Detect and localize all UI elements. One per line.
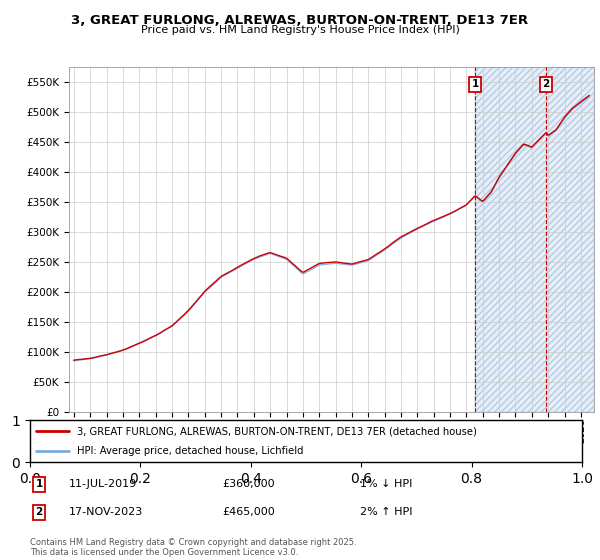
Text: 2: 2 — [35, 507, 43, 517]
Text: 3, GREAT FURLONG, ALREWAS, BURTON-ON-TRENT, DE13 7ER: 3, GREAT FURLONG, ALREWAS, BURTON-ON-TRE… — [71, 14, 529, 27]
Bar — [475, 67, 594, 412]
Text: £465,000: £465,000 — [222, 507, 275, 517]
Text: 3, GREAT FURLONG, ALREWAS, BURTON-ON-TRENT, DE13 7ER (detached house): 3, GREAT FURLONG, ALREWAS, BURTON-ON-TRE… — [77, 426, 477, 436]
Text: Contains HM Land Registry data © Crown copyright and database right 2025.
This d: Contains HM Land Registry data © Crown c… — [30, 538, 356, 557]
Text: £360,000: £360,000 — [222, 479, 275, 489]
Text: 2% ↑ HPI: 2% ↑ HPI — [360, 507, 413, 517]
Text: 1: 1 — [472, 80, 479, 90]
Text: 2: 2 — [542, 80, 550, 90]
Bar — [475, 67, 594, 412]
Text: Price paid vs. HM Land Registry's House Price Index (HPI): Price paid vs. HM Land Registry's House … — [140, 25, 460, 35]
Text: 17-NOV-2023: 17-NOV-2023 — [69, 507, 143, 517]
Text: 1: 1 — [35, 479, 43, 489]
Text: 1% ↓ HPI: 1% ↓ HPI — [360, 479, 412, 489]
Text: HPI: Average price, detached house, Lichfield: HPI: Average price, detached house, Lich… — [77, 446, 304, 456]
Text: 11-JUL-2019: 11-JUL-2019 — [69, 479, 137, 489]
